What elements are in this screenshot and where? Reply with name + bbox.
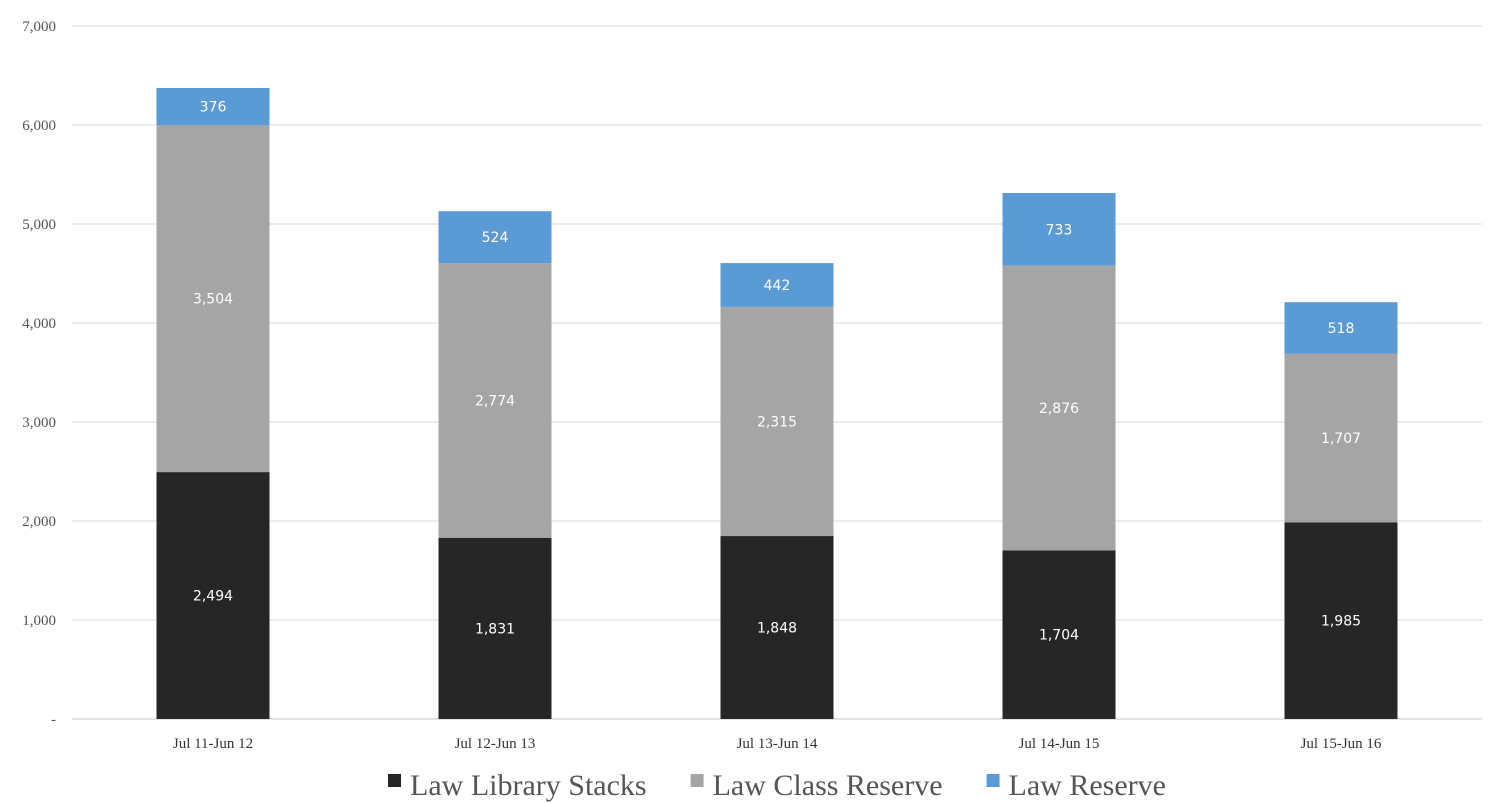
y-tick-label: 3,000 — [22, 415, 56, 431]
y-tick-label: 6,000 — [22, 118, 56, 134]
bar-segment — [1002, 550, 1116, 719]
data-label: 2,494 — [193, 589, 233, 605]
data-labels: 2,494 3,504 376 1,831 2,774 524 1,848 2,315 442 1… — [193, 100, 1361, 644]
y-tick-label: 5,000 — [22, 217, 56, 233]
data-label: 1,707 — [1321, 431, 1361, 447]
data-label: 2,876 — [1039, 401, 1079, 417]
data-label: 1,848 — [757, 621, 797, 637]
bar-segment — [1002, 265, 1116, 551]
x-tick-label: Jul 14-Jun 15 — [1019, 736, 1100, 752]
bar-segment — [438, 537, 552, 719]
legend-item: Law Reserve — [986, 769, 1166, 802]
data-label: 524 — [482, 230, 509, 246]
legend-swatch — [986, 774, 1000, 787]
data-label: 1,704 — [1039, 628, 1079, 644]
bar-segment — [720, 536, 834, 719]
x-tick-label: Jul 11-Jun 12 — [173, 736, 253, 752]
legend-item: Law Library Stacks — [388, 769, 647, 802]
bar-segment — [1284, 302, 1398, 354]
bar-segment — [438, 263, 552, 538]
bar-segment — [1002, 193, 1116, 266]
y-tick-label: 2,000 — [22, 514, 56, 530]
bar-segment — [156, 472, 270, 719]
y-tick-label: 4,000 — [22, 316, 56, 332]
bar-segment — [156, 125, 270, 473]
bar-segment — [1284, 522, 1398, 719]
legend-label: Law Class Reserve — [713, 769, 943, 802]
legend-item: Law Class Reserve — [690, 769, 943, 802]
bar-segment — [720, 263, 834, 307]
y-tick-label: - — [51, 712, 56, 728]
data-label: 2,774 — [475, 393, 515, 409]
data-label: 2,315 — [757, 414, 797, 430]
x-tick-label: Jul 12-Jun 13 — [455, 736, 536, 752]
data-label: 518 — [1328, 321, 1355, 337]
x-axis-ticks: Jul 11-Jun 12 Jul 12-Jun 13 Jul 13-Jun 14 J… — [173, 736, 1382, 752]
x-tick-label: Jul 15-Jun 16 — [1301, 736, 1382, 752]
data-label: 442 — [764, 278, 791, 294]
legend-swatch — [388, 774, 402, 787]
bar-segment — [156, 87, 270, 126]
y-tick-label: 7,000 — [22, 19, 56, 35]
data-label: 3,504 — [193, 292, 233, 308]
bars — [156, 87, 1398, 719]
y-tick-label: 1,000 — [22, 613, 56, 629]
x-tick-label: Jul 13-Jun 14 — [737, 736, 818, 752]
data-label: 733 — [1046, 222, 1073, 238]
legend-label: Law Library Stacks — [410, 769, 647, 802]
data-label: 1,831 — [475, 621, 515, 637]
y-axis-ticks: - 1,000 2,000 3,000 4,000 5,000 6,000 7,000 — [22, 19, 56, 728]
bar-segment — [438, 211, 552, 264]
legend: Law Library Stacks Law Class Reserve Law R… — [388, 769, 1166, 802]
data-label: 1,985 — [1321, 614, 1361, 630]
data-label: 376 — [200, 100, 227, 116]
legend-swatch — [690, 774, 704, 787]
legend-label: Law Reserve — [1009, 769, 1166, 802]
bar-segment — [720, 306, 834, 537]
bar-segment — [1284, 353, 1398, 523]
